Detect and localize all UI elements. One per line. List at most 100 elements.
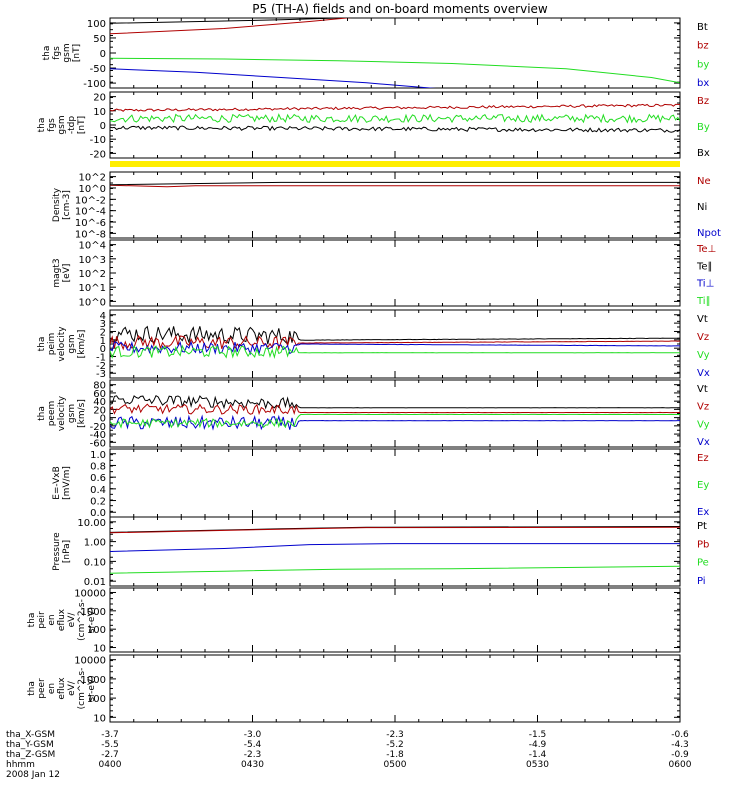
series-line-bx bbox=[110, 68, 437, 88]
y-tick-label: -1 bbox=[96, 353, 106, 364]
axis-row-value: -3.7 bbox=[101, 730, 119, 740]
y-tick-label: -100 bbox=[83, 79, 106, 90]
axis-row-value: -2.3 bbox=[244, 750, 262, 760]
axis-row-value: 0600 bbox=[669, 760, 692, 770]
legend-entry: bx bbox=[697, 78, 709, 89]
y-tick-label: -3 bbox=[96, 369, 106, 380]
y-axis-label-line: en bbox=[47, 683, 57, 694]
y-axis-label-line: sr-eV) bbox=[87, 607, 97, 633]
y-tick-label: 10.00 bbox=[77, 518, 106, 529]
axis-row-label: tha_X-GSM bbox=[6, 730, 55, 740]
series-line-Vt bbox=[110, 394, 680, 410]
y-tick-label: -50 bbox=[90, 64, 106, 75]
y-axis-label: magt3 [eV] bbox=[52, 258, 72, 287]
panel-pressure: 10.00 1.00 0.10 0.01 Pressure [nPa] Pt Pb Pe Pi bbox=[52, 516, 709, 588]
y-tick-label: 10^2 bbox=[79, 173, 106, 184]
y-axis-label: Pressure [nPa] bbox=[52, 532, 72, 571]
series-line-Vy bbox=[110, 344, 680, 360]
y-axis-label: tha peir en eflux eV/(cm^2-s-sr-eV) bbox=[27, 599, 97, 641]
axis-row-value: -2.3 bbox=[386, 730, 404, 740]
y-axis-label-line: tha bbox=[27, 681, 37, 696]
series-line-Pi bbox=[110, 543, 680, 552]
panel-frame bbox=[109, 171, 681, 239]
y-tick-label: 10^0 bbox=[79, 184, 106, 195]
axis-row-value: -1.8 bbox=[386, 750, 404, 760]
legend-entry: Bz bbox=[697, 96, 709, 107]
panel-frame bbox=[109, 379, 681, 448]
legend-entry: Bt bbox=[697, 22, 708, 33]
axis-row-value: -0.6 bbox=[671, 730, 689, 740]
y-tick-label: 10^3 bbox=[79, 255, 106, 266]
series-line-Vx bbox=[110, 414, 680, 431]
y-tick-label: 0 bbox=[100, 414, 106, 425]
y-axis-label: tha peer en eflux eV/(cm^2-s-sr-eV) bbox=[27, 668, 97, 710]
y-axis-label-line: E=-VxB bbox=[52, 466, 62, 500]
legend-entry: Ti∥ bbox=[696, 296, 711, 307]
legend-entry: Pi bbox=[697, 576, 706, 587]
y-axis-label-line: (cm^2-s- bbox=[77, 599, 87, 641]
axis-row-value: -1.4 bbox=[529, 750, 547, 760]
y-tick-label: 0.4 bbox=[90, 485, 106, 496]
series-line-bz bbox=[110, 18, 352, 35]
y-axis-label-line: tha bbox=[37, 406, 47, 421]
axis-row-value: -5.4 bbox=[244, 740, 262, 750]
y-tick-label: 20 bbox=[93, 93, 106, 104]
y-tick-label: 10^2 bbox=[79, 269, 106, 280]
y-tick-label: -2 bbox=[96, 361, 106, 372]
y-tick-label: 0.0 bbox=[90, 508, 106, 519]
y-axis-label-line: Density bbox=[52, 187, 62, 222]
axis-date: 2008 Jan 12 bbox=[6, 770, 60, 780]
y-axis-label: Density [cm-3] bbox=[52, 187, 72, 222]
panel-fgs_gse: 100 50 0 -50 -100 tha fgs gsm [nT] Bt bz by bx bbox=[42, 17, 709, 90]
y-axis-label-line: velocity bbox=[57, 326, 67, 362]
y-axis-label-line: [cm-3] bbox=[62, 190, 72, 220]
y-axis-label-line: tha bbox=[37, 337, 47, 352]
y-tick-label: 10^4 bbox=[79, 241, 106, 252]
y-tick-label: 80 bbox=[93, 381, 106, 392]
y-axis-label-line: (cm^2-s- bbox=[77, 668, 87, 710]
legend-entry: Te⊥ bbox=[696, 244, 716, 255]
y-tick-label: -40 bbox=[90, 430, 106, 441]
y-tick-label: 10 bbox=[93, 107, 106, 118]
plot-title: P5 (TH-A) fields and on-board moments ov… bbox=[252, 2, 548, 16]
axis-row-value: -2.7 bbox=[101, 750, 119, 760]
axis-row-value: -3.0 bbox=[244, 730, 262, 740]
y-axis-label-line: magt3 bbox=[52, 258, 62, 287]
y-tick-label: 0 bbox=[100, 344, 106, 355]
legend-entry: Vz bbox=[697, 332, 709, 343]
y-tick-label: 100 bbox=[87, 625, 106, 636]
y-axis-label-line: Pressure bbox=[52, 532, 62, 571]
series-line-Bz bbox=[110, 103, 680, 112]
y-tick-label: -60 bbox=[90, 438, 106, 449]
panel-fgs_dsl: 20 10 0 -10 -20 tha fgs gsm -tdp [nT] Bz By Bx bbox=[37, 91, 710, 160]
y-tick-label: 0.01 bbox=[84, 577, 106, 588]
y-tick-label: 10000 bbox=[74, 656, 106, 667]
y-axis-label-line: [km/s] bbox=[77, 399, 87, 428]
y-tick-label: 10^0 bbox=[79, 297, 106, 308]
y-tick-label: -10 bbox=[90, 135, 106, 146]
y-tick-label: 100 bbox=[87, 19, 106, 30]
y-tick-label: 1 bbox=[100, 336, 106, 347]
status-bar bbox=[110, 161, 680, 167]
axis-row-label: tha_Y-GSM bbox=[6, 740, 54, 750]
y-axis-label-line: gsm bbox=[67, 404, 77, 423]
series-group bbox=[110, 325, 680, 360]
y-tick-label: 10^-6 bbox=[75, 218, 106, 229]
legend-entry: Ez bbox=[697, 453, 709, 464]
series-group bbox=[110, 394, 680, 431]
panel-frame bbox=[109, 91, 681, 159]
legend-entry: bz bbox=[697, 41, 709, 52]
y-tick-label: 0.2 bbox=[90, 497, 106, 508]
panel-peir_en: 10000 1000 100 10 tha peir en eflux eV/(cm^2-s-s… bbox=[27, 587, 681, 655]
y-axis-label-line: -tdp bbox=[67, 116, 77, 134]
y-tick-label: 40 bbox=[93, 397, 106, 408]
y-axis-label-line: tha bbox=[42, 46, 52, 61]
y-tick-label: 1.00 bbox=[84, 538, 106, 549]
y-tick-label: 2 bbox=[100, 327, 106, 338]
series-group bbox=[110, 18, 680, 88]
y-axis-label-line: peim bbox=[47, 333, 57, 356]
panel-temperature: 10^4 10^3 10^2 10^1 10^0 magt3 [eV] Te⊥ Te∥ Ti⊥ Ti… bbox=[52, 239, 716, 308]
legend-entry: Vt bbox=[697, 314, 708, 325]
